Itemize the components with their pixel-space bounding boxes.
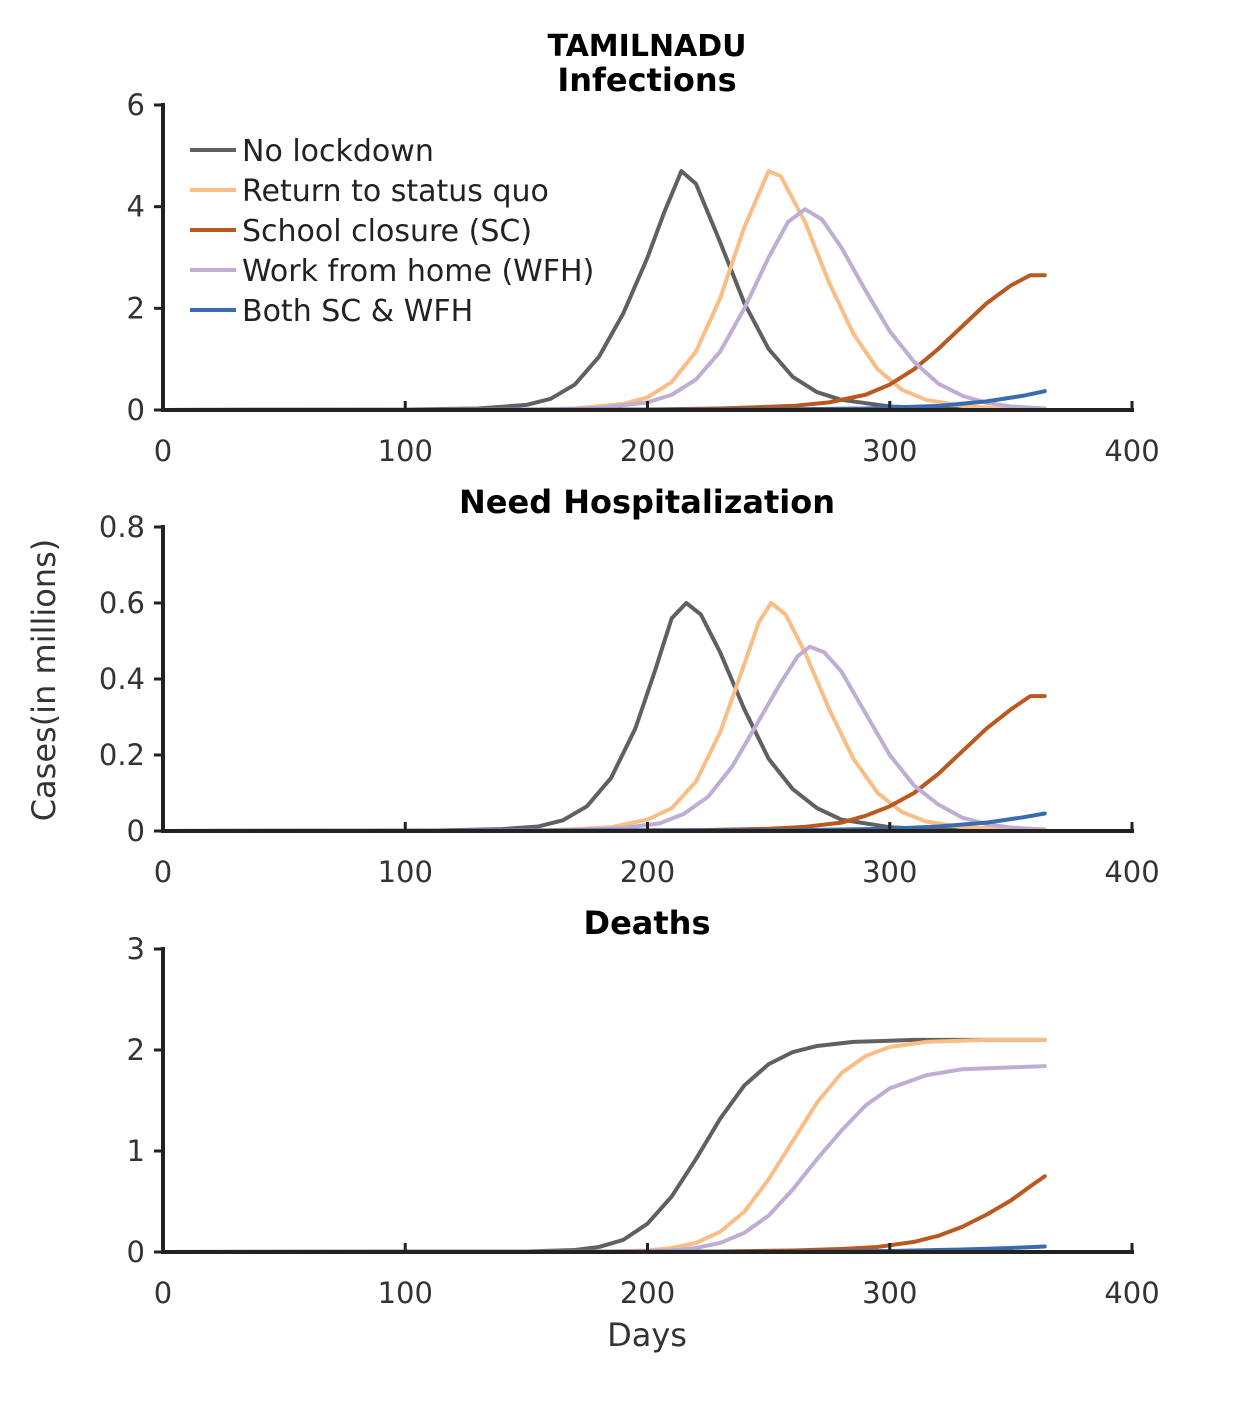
- panel-2: Deaths 0 100 200 300 400 0 1 2 3: [127, 904, 1160, 1310]
- legend-item: Work from home (WFH): [190, 254, 594, 289]
- y-tick-label: 6: [127, 88, 145, 122]
- y-tick-label: 0.8: [99, 510, 145, 544]
- series-line-0: [161, 1037, 1047, 1254]
- panel-1: Need Hospitalization 0 100 200 300 400 0 0.2 0.4…: [99, 483, 1160, 889]
- panel-0: Infections 0 100 200 300 400 0 2 4 6: [127, 61, 1160, 468]
- panel-title: Need Hospitalization: [459, 483, 835, 521]
- series-line-0: [161, 169, 1047, 412]
- legend-label: Both SC & WFH: [242, 294, 473, 329]
- series-line-0: [161, 601, 1047, 833]
- x-tick-label: 200: [620, 434, 675, 468]
- y-tick-label: 1: [127, 1134, 145, 1168]
- legend-label: School closure (SC): [242, 214, 532, 249]
- legend: No lockdown Return to status quo School cl…: [190, 134, 594, 329]
- series-line-3: [161, 644, 1047, 833]
- legend-label: No lockdown: [242, 134, 434, 169]
- figure-suptitle: TAMILNADU: [547, 29, 746, 64]
- x-tick-label: 300: [862, 1276, 917, 1310]
- legend-item: No lockdown: [190, 134, 434, 169]
- x-tick-label: 0: [154, 1276, 172, 1310]
- x-tick-label: 100: [378, 434, 433, 468]
- series-line-2: [161, 1174, 1047, 1254]
- series-line-3: [161, 207, 1047, 412]
- y-tick-label: 0: [127, 1235, 145, 1269]
- legend-label: Return to status quo: [242, 174, 549, 209]
- y-tick-label: 0: [127, 393, 145, 427]
- x-tick-label: 400: [1104, 1276, 1159, 1310]
- x-tick-label: 100: [378, 855, 433, 889]
- y-tick-label: 0.4: [99, 662, 145, 696]
- y-tick-label: 0.6: [99, 586, 145, 620]
- y-tick-label: 0: [127, 814, 145, 848]
- legend-item: Both SC & WFH: [190, 294, 473, 329]
- y-tick-label: 4: [127, 190, 145, 224]
- x-tick-label: 0: [154, 855, 172, 889]
- y-tick-label: 3: [127, 932, 145, 966]
- x-tick-label: 400: [1104, 855, 1159, 889]
- series-line-2: [161, 694, 1047, 833]
- x-tick-label: 200: [620, 855, 675, 889]
- y-tick-label: 2: [127, 291, 145, 325]
- panel-title: Deaths: [584, 904, 711, 942]
- y-axis-label: Cases(in millions): [25, 539, 63, 822]
- legend-item: School closure (SC): [190, 214, 532, 249]
- x-tick-label: 300: [862, 434, 917, 468]
- y-tick-label: 2: [127, 1033, 145, 1067]
- panel-title: Infections: [557, 61, 736, 99]
- x-axis-label: Days: [607, 1316, 687, 1354]
- x-tick-label: 0: [154, 434, 172, 468]
- y-tick-label: 0.2: [99, 738, 145, 772]
- legend-item: Return to status quo: [190, 174, 549, 209]
- x-tick-label: 100: [378, 1276, 433, 1310]
- x-tick-label: 300: [862, 855, 917, 889]
- x-tick-label: 400: [1104, 434, 1159, 468]
- series-line-1: [161, 1037, 1047, 1254]
- x-tick-label: 200: [620, 1276, 675, 1310]
- legend-label: Work from home (WFH): [242, 254, 594, 289]
- series-line-3: [161, 1064, 1047, 1254]
- series-line-1: [161, 601, 1047, 833]
